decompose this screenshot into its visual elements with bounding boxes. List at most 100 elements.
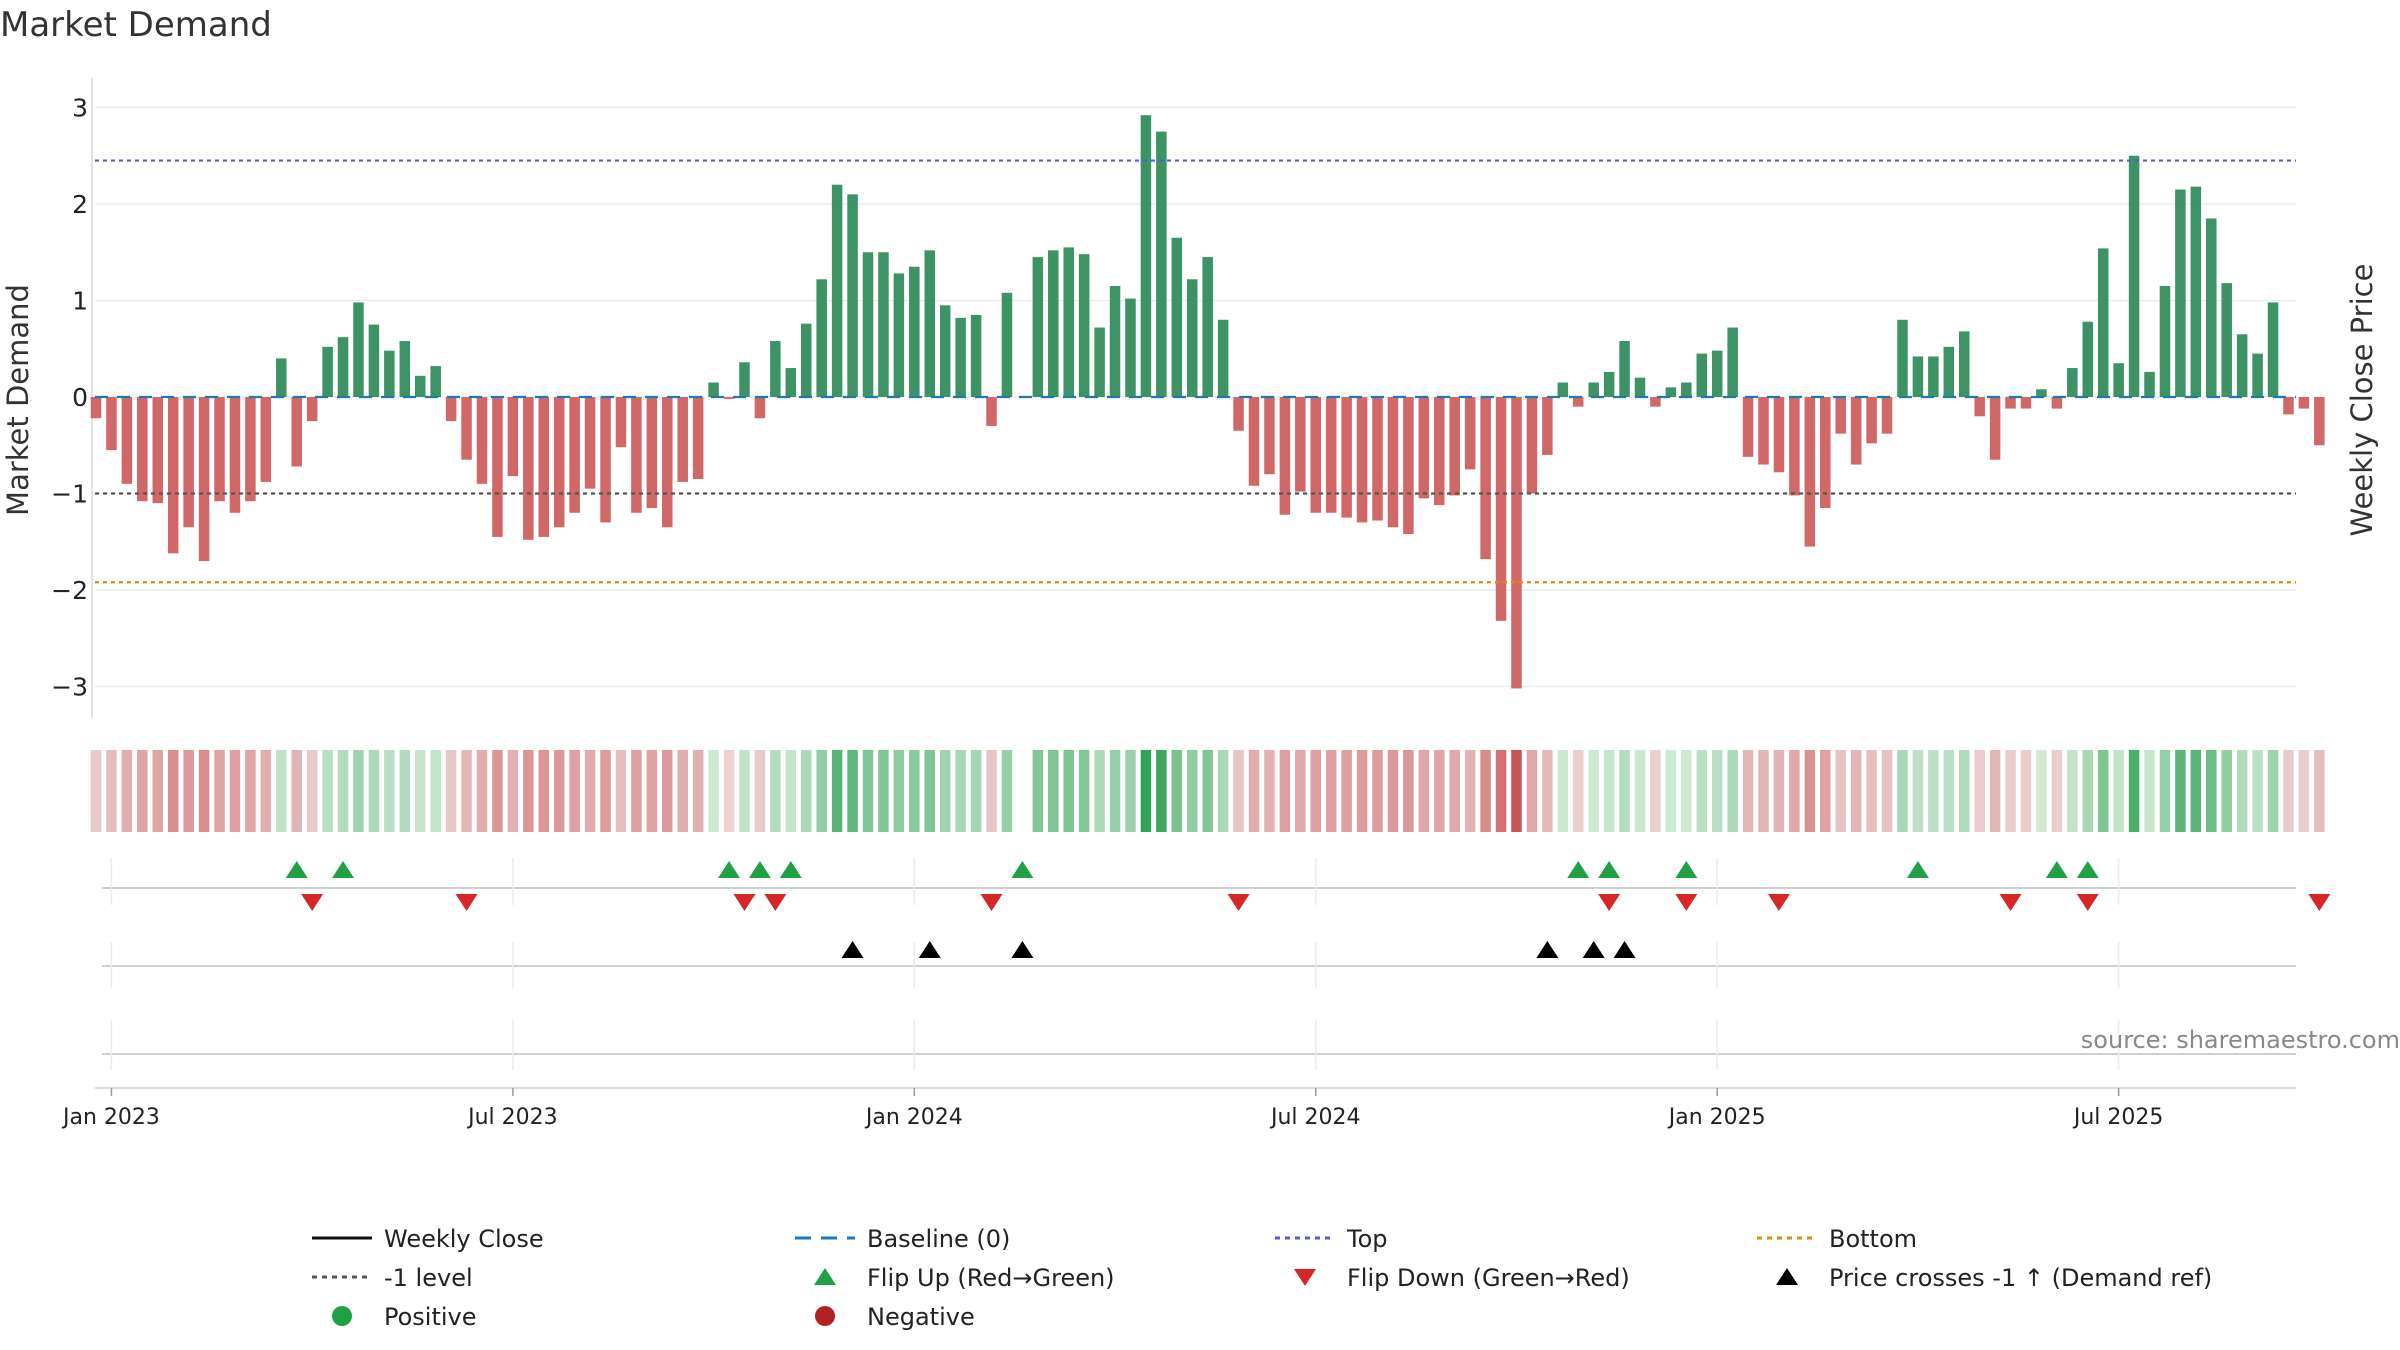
heat-cell-positive [1217, 750, 1229, 832]
flip-down-marker [733, 894, 756, 911]
y-axis-left-label: Market Demand [1, 284, 35, 516]
bar-negative [198, 397, 210, 562]
heat-cell-positive [1634, 750, 1646, 832]
heat-cell-positive [1912, 750, 1924, 832]
heat-cell-positive [1588, 750, 1599, 832]
heat-cell-negative [553, 750, 565, 832]
bar-negative [1248, 397, 1260, 486]
heat-cell-positive [2267, 750, 2279, 832]
heat-cell-positive [353, 750, 364, 832]
y-axis-right-label: Weekly Close Price [2345, 264, 2379, 537]
bar-negative [2298, 397, 2310, 409]
flip-up-marker [332, 861, 355, 878]
bar-positive [2128, 155, 2140, 397]
heat-cell-negative [1572, 750, 1584, 832]
legend-item: -1 level [312, 1264, 473, 1292]
bar-positive [2236, 334, 2248, 397]
heat-cell-negative [1387, 750, 1399, 832]
bar-negative [1572, 397, 1584, 407]
bar-negative [137, 397, 148, 502]
heat-cell-negative [1233, 750, 1244, 832]
bar-positive [1125, 298, 1136, 397]
heat-cell-positive [2252, 750, 2263, 832]
heat-cell-positive [939, 750, 951, 832]
bar-negative [1758, 397, 1769, 465]
bar-positive [2190, 186, 2202, 397]
heat-cell-negative [1449, 750, 1460, 832]
heat-cell-positive [1171, 750, 1183, 832]
y-left-tick-label: −3 [51, 673, 88, 702]
price-cross-marker [1011, 941, 1034, 958]
bar-negative [754, 397, 766, 419]
heat-cell-positive [1958, 750, 1970, 832]
bar-negative [1403, 397, 1414, 535]
bar-positive [2175, 189, 2186, 397]
bar-negative [445, 397, 457, 422]
heat-cell-positive [337, 750, 349, 832]
heat-cell-negative [986, 750, 997, 832]
heat-cell-negative [1804, 750, 1816, 832]
bar-negative [1866, 397, 1877, 444]
bar-positive [1588, 382, 1599, 397]
x-tick-label: Jan 2024 [864, 1105, 963, 1130]
bar-negative [1387, 397, 1399, 528]
heat-cell-negative [1372, 750, 1383, 832]
heat-cell-positive [816, 750, 827, 832]
heat-cell-positive [1665, 750, 1677, 832]
bar-positive [2252, 353, 2263, 397]
heat-cell-positive [770, 750, 781, 832]
bar-negative [1881, 397, 1893, 434]
bar-positive [1619, 341, 1630, 397]
heat-cell-negative [662, 750, 673, 832]
heat-cell-negative [584, 750, 596, 832]
heat-cell-positive [1681, 750, 1692, 832]
legend-label: Price crosses -1 ↑ (Demand ref) [1829, 1264, 2212, 1292]
bar-negative [1850, 397, 1862, 465]
heat-cell-positive [785, 750, 797, 832]
flip-down-marker [2308, 894, 2331, 911]
legend-item: Weekly Close [312, 1225, 544, 1253]
bar-negative [1542, 397, 1553, 455]
bar-negative [1742, 397, 1754, 457]
heat-cell-positive [1943, 750, 1955, 832]
flip-down-marker [1999, 894, 2022, 911]
heat-cell-positive [2206, 750, 2217, 832]
bar-negative [615, 397, 627, 448]
heat-cell-negative [1248, 750, 1260, 832]
x-tick-label: Jul 2025 [2072, 1105, 2164, 1130]
bar-positive [337, 337, 349, 397]
flip-down-marker [980, 894, 1003, 911]
flip-up-marker [2045, 861, 2068, 878]
flip-up-marker [2076, 861, 2099, 878]
heat-cell-negative [152, 750, 164, 832]
bar-negative [306, 397, 318, 422]
heat-cell-negative [245, 750, 256, 832]
flip-down-marker [455, 894, 478, 911]
heat-cell-negative [1850, 750, 1862, 832]
bar-negative [1356, 397, 1368, 523]
flip-up-marker [1675, 861, 1698, 878]
bar-negative [569, 397, 580, 513]
bar-negative [183, 397, 194, 528]
heat-cell-positive [2113, 750, 2124, 832]
heat-cell-positive [2067, 750, 2078, 832]
price-cross-marker [918, 941, 941, 958]
heat-cell-negative [1341, 750, 1352, 832]
y-left-tick-label: 2 [72, 190, 88, 219]
bar-positive [384, 350, 395, 397]
chart-title: Market Demand [0, 5, 272, 45]
heat-cell-positive [831, 750, 843, 832]
bar-positive [1078, 254, 1090, 397]
bar-negative [121, 397, 133, 484]
heat-cell-positive [2190, 750, 2202, 832]
x-tick-label: Jul 2023 [466, 1105, 558, 1130]
heat-cell-positive [322, 750, 333, 832]
price-cross-marker [1582, 941, 1605, 958]
bar-negative [1341, 397, 1352, 518]
heat-cell-negative [492, 750, 503, 832]
bar-negative [507, 397, 519, 477]
heat-cell-positive [708, 750, 719, 832]
bar-negative [152, 397, 164, 504]
bar-negative [291, 397, 302, 467]
heat-cell-negative [106, 750, 117, 832]
